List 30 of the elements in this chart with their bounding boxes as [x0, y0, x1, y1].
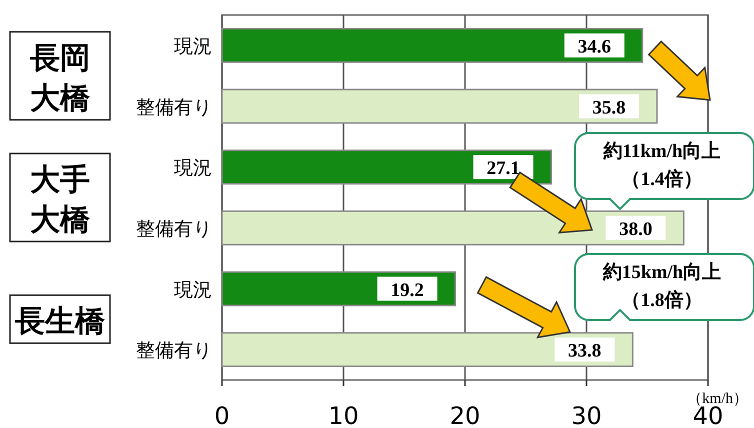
x-axis-title: （km/h）: [687, 391, 748, 407]
y-tick-label: 整備有り: [136, 340, 212, 362]
bar: [221, 28, 644, 63]
data-label: 35.8: [592, 97, 626, 118]
text: 大手: [30, 162, 90, 198]
annotation: （1.4倍）: [622, 168, 702, 190]
x-tick-label: 30: [571, 402, 602, 428]
data-label: 19.2: [390, 280, 424, 301]
data-label: 38.0: [619, 218, 652, 240]
text: 大橋: [30, 80, 90, 116]
y-tick-label: 現況: [174, 157, 212, 180]
bar: [221, 332, 634, 368]
annotation: （1.8倍）: [622, 289, 702, 311]
bar: [221, 150, 552, 185]
annotation: 約15km/h向上: [602, 261, 722, 283]
x-tick-label: 20: [450, 402, 480, 428]
y-tick-label: 整備有り: [136, 96, 212, 118]
bar: [221, 88, 658, 124]
x-tick-label: 0: [214, 402, 230, 428]
x-tick-label: 10: [328, 402, 359, 428]
text: 長生橋: [14, 304, 105, 340]
text: 大橋: [30, 202, 90, 238]
y-tick-label: 現況: [174, 278, 212, 301]
y-tick-label: 現況: [174, 35, 212, 58]
text: 長岡: [29, 40, 90, 76]
y-tick-label: 整備有り: [136, 218, 212, 240]
data-label: 27.1: [486, 158, 520, 180]
annotation: 約11km/h向上: [602, 140, 721, 162]
data-label: 33.8: [568, 340, 602, 362]
data-label: 34.6: [578, 36, 612, 58]
